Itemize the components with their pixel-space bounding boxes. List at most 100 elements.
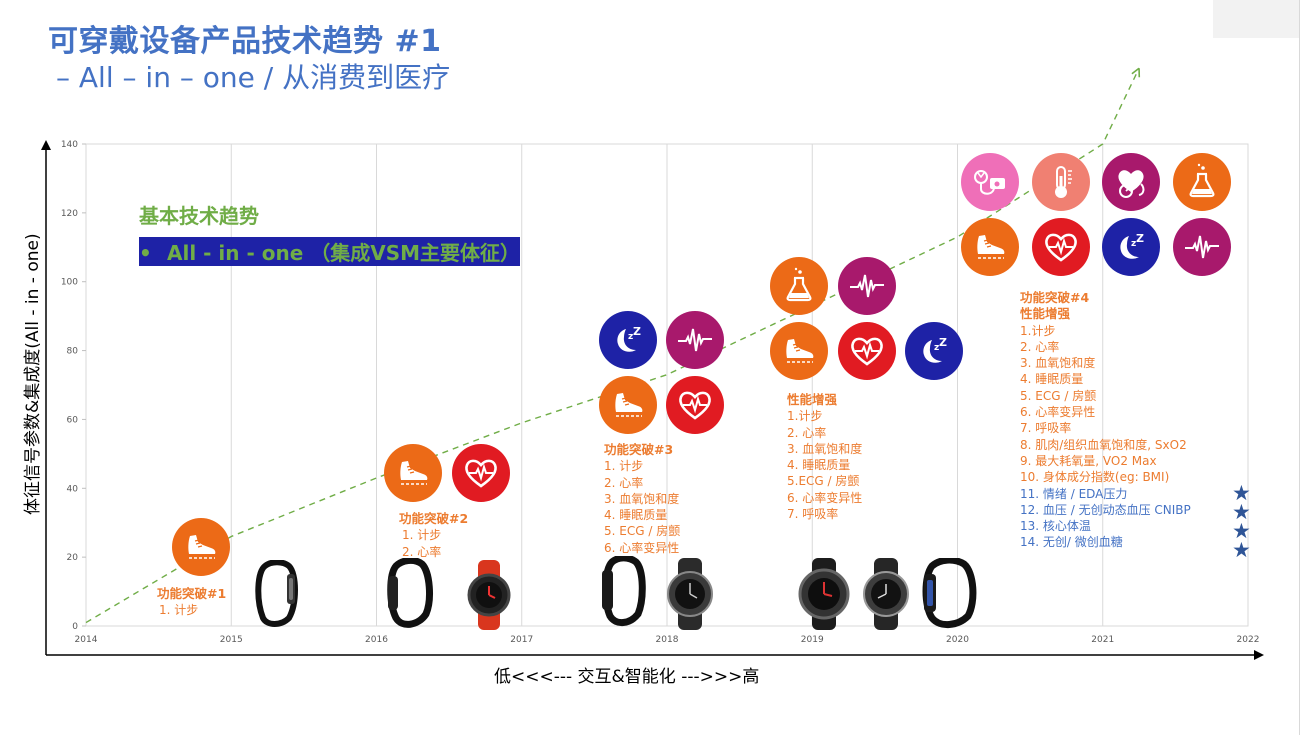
fitness-band-device: [602, 556, 646, 626]
x-tick-label: 2015: [220, 635, 243, 645]
slide-subtitle: – All – in – one / 从消费到医疗: [56, 61, 451, 94]
stage-item: 1. 计步: [159, 603, 199, 618]
stage-item: 3. 血氧饱和度: [604, 491, 680, 506]
ecg-wave-icon: [1173, 218, 1231, 276]
blood-pressure-icon: [961, 153, 1019, 211]
trend-box: 基本技术趋势 • All - in - one （集成VSM主要体征）: [139, 200, 521, 266]
fitness-band-device: [922, 558, 977, 628]
stage-item: 7. 呼吸率: [1020, 421, 1072, 436]
stage-item: 2. 心率: [1020, 339, 1060, 354]
x-tick-label: 2017: [510, 635, 533, 645]
stage-4-notes: 性能增强 1.计步 2. 心率 3. 血氧饱和度 4. 睡眠质量 5.ECG /…: [787, 392, 862, 522]
stage-2-notes: 功能突破#2 1. 计步 2. 心率: [399, 511, 468, 560]
stage-heading: 性能增强: [787, 392, 838, 407]
x-tick-label: 2019: [801, 635, 824, 645]
stage-item: 3. 血氧饱和度: [1020, 356, 1096, 371]
y-tick-label: 40: [67, 484, 79, 494]
stage-item: 1. 计步: [402, 528, 442, 543]
stage-item: 4. 睡眠质量: [1020, 372, 1084, 387]
fitness-band-device: [255, 560, 298, 627]
stage-heading: 功能突破#1: [157, 586, 227, 601]
stage-heading: 功能突破#4: [1020, 290, 1090, 305]
stage-item: 3. 血氧饱和度: [787, 441, 863, 456]
stage-item: 10. 身体成分指数(eg: BMI): [1020, 470, 1170, 485]
stage-item: 4. 睡眠质量: [787, 458, 851, 473]
trend-arrowhead: [1131, 67, 1141, 78]
stage-item: 8. 肌肉/组织血氧饱和度, SxO2: [1020, 437, 1187, 452]
stage-item: 6. 心率变异性: [1020, 405, 1096, 420]
stage-3-notes: 功能突破#3 1. 计步 2. 心率 3. 血氧饱和度 4. 睡眠质量 5. E…: [604, 442, 680, 556]
star-icon: ★: [1232, 538, 1251, 562]
y-tick-label: 140: [61, 140, 78, 150]
x-tick-label: 2018: [656, 635, 679, 645]
stage-item: 2. 心率: [787, 425, 827, 440]
sleep-icon: [905, 322, 963, 380]
star-icon: ★: [1232, 481, 1251, 505]
stage-heading: 功能突破#2: [399, 511, 469, 526]
y-tick-label: 80: [67, 347, 79, 357]
x-tick-label: 2016: [365, 635, 388, 645]
stage-item: 7. 呼吸率: [787, 507, 839, 522]
fitness-band-device: [387, 558, 433, 628]
stage-heading: 功能突破#3: [604, 442, 674, 457]
x-axis-label: 低<<<--- 交互&智能化 --->>>高: [494, 667, 760, 687]
stage-5-notes: 功能突破#4 性能增强 1.计步 2. 心率 3. 血氧饱和度 4. 睡眠质量 …: [1020, 290, 1191, 551]
heart-rate-icon: [838, 322, 896, 380]
sleep-icon: [599, 311, 657, 369]
trend-heading: 基本技术趋势: [139, 204, 259, 228]
smartwatch-device: [798, 558, 850, 630]
heart-rate-icon: [452, 444, 510, 502]
y-tick-label: 120: [61, 209, 78, 219]
x-axis-arrow: [1254, 650, 1264, 660]
corner-decoration: [1213, 0, 1300, 38]
lab-flask-icon: [1173, 153, 1231, 211]
smartwatch-device: [667, 558, 713, 630]
stage-item: 4. 睡眠质量: [604, 508, 668, 523]
medical-item: 11. 情绪 / EDA压力: [1020, 486, 1128, 501]
stage-item: 2. 心率: [604, 475, 644, 490]
bullet-marker: •: [139, 241, 152, 265]
star-icon: ★: [1232, 519, 1251, 543]
y-axis-arrow: [41, 140, 51, 150]
heart-rate-icon: [666, 376, 724, 434]
stage-item: 1.计步: [787, 409, 823, 424]
lab-flask-icon: [770, 257, 828, 315]
y-tick-label: 0: [72, 622, 78, 632]
slide-title: 可穿戴设备产品技术趋势 #1: [48, 24, 442, 59]
walking-shoe-icon: [384, 444, 442, 502]
trend-bullet: • All - in - one （集成VSM主要体征）: [139, 237, 521, 266]
stage-item: 9. 最大耗氧量, VO2 Max: [1020, 453, 1157, 468]
medical-item: 13. 核心体温: [1020, 519, 1091, 534]
y-tick-label: 100: [61, 278, 78, 288]
stage-item: 2. 心率: [402, 544, 442, 559]
walking-shoe-icon: [172, 518, 230, 576]
y-tick-label: 60: [67, 415, 79, 425]
stage-item: 5. ECG / 房颤: [1020, 388, 1097, 403]
x-tick-label: 2022: [1237, 635, 1260, 645]
y-tick-label: 20: [67, 553, 79, 563]
stage-1-notes: 功能突破#1 1. 计步: [157, 586, 226, 619]
x-tick-label: 2020: [946, 635, 969, 645]
stage-subheading: 性能增强: [1020, 306, 1071, 322]
stage-item: 5.ECG / 房颤: [787, 474, 860, 489]
y-axis-label: 体征信号参数&集成度(All - in - one): [23, 233, 43, 515]
sleep-icon: [1102, 218, 1160, 276]
x-tick-label: 2014: [75, 635, 98, 645]
smartwatch-device: [863, 558, 909, 630]
stage-item: 5. ECG / 房颤: [604, 524, 681, 539]
ecg-wave-icon: [838, 257, 896, 315]
stage-item: 1.计步: [1020, 323, 1056, 338]
x-tick-label: 2021: [1091, 635, 1114, 645]
glucose-heart-icon: [1102, 153, 1160, 211]
star-icon: ★: [1232, 500, 1251, 524]
trend-bullet-text: All - in - one （集成VSM主要体征）: [167, 241, 521, 265]
medical-item: 14. 无创/ 微创血糖: [1020, 535, 1123, 550]
walking-shoe-icon: [770, 322, 828, 380]
walking-shoe-icon: [961, 218, 1019, 276]
walking-shoe-icon: [599, 376, 657, 434]
heart-rate-icon: [1032, 218, 1090, 276]
thermometer-icon: [1032, 153, 1090, 211]
stage-item: 1. 计步: [604, 459, 644, 474]
stage-item: 6. 心率变异性: [604, 540, 680, 555]
stage-item: 6. 心率变异性: [787, 490, 863, 505]
